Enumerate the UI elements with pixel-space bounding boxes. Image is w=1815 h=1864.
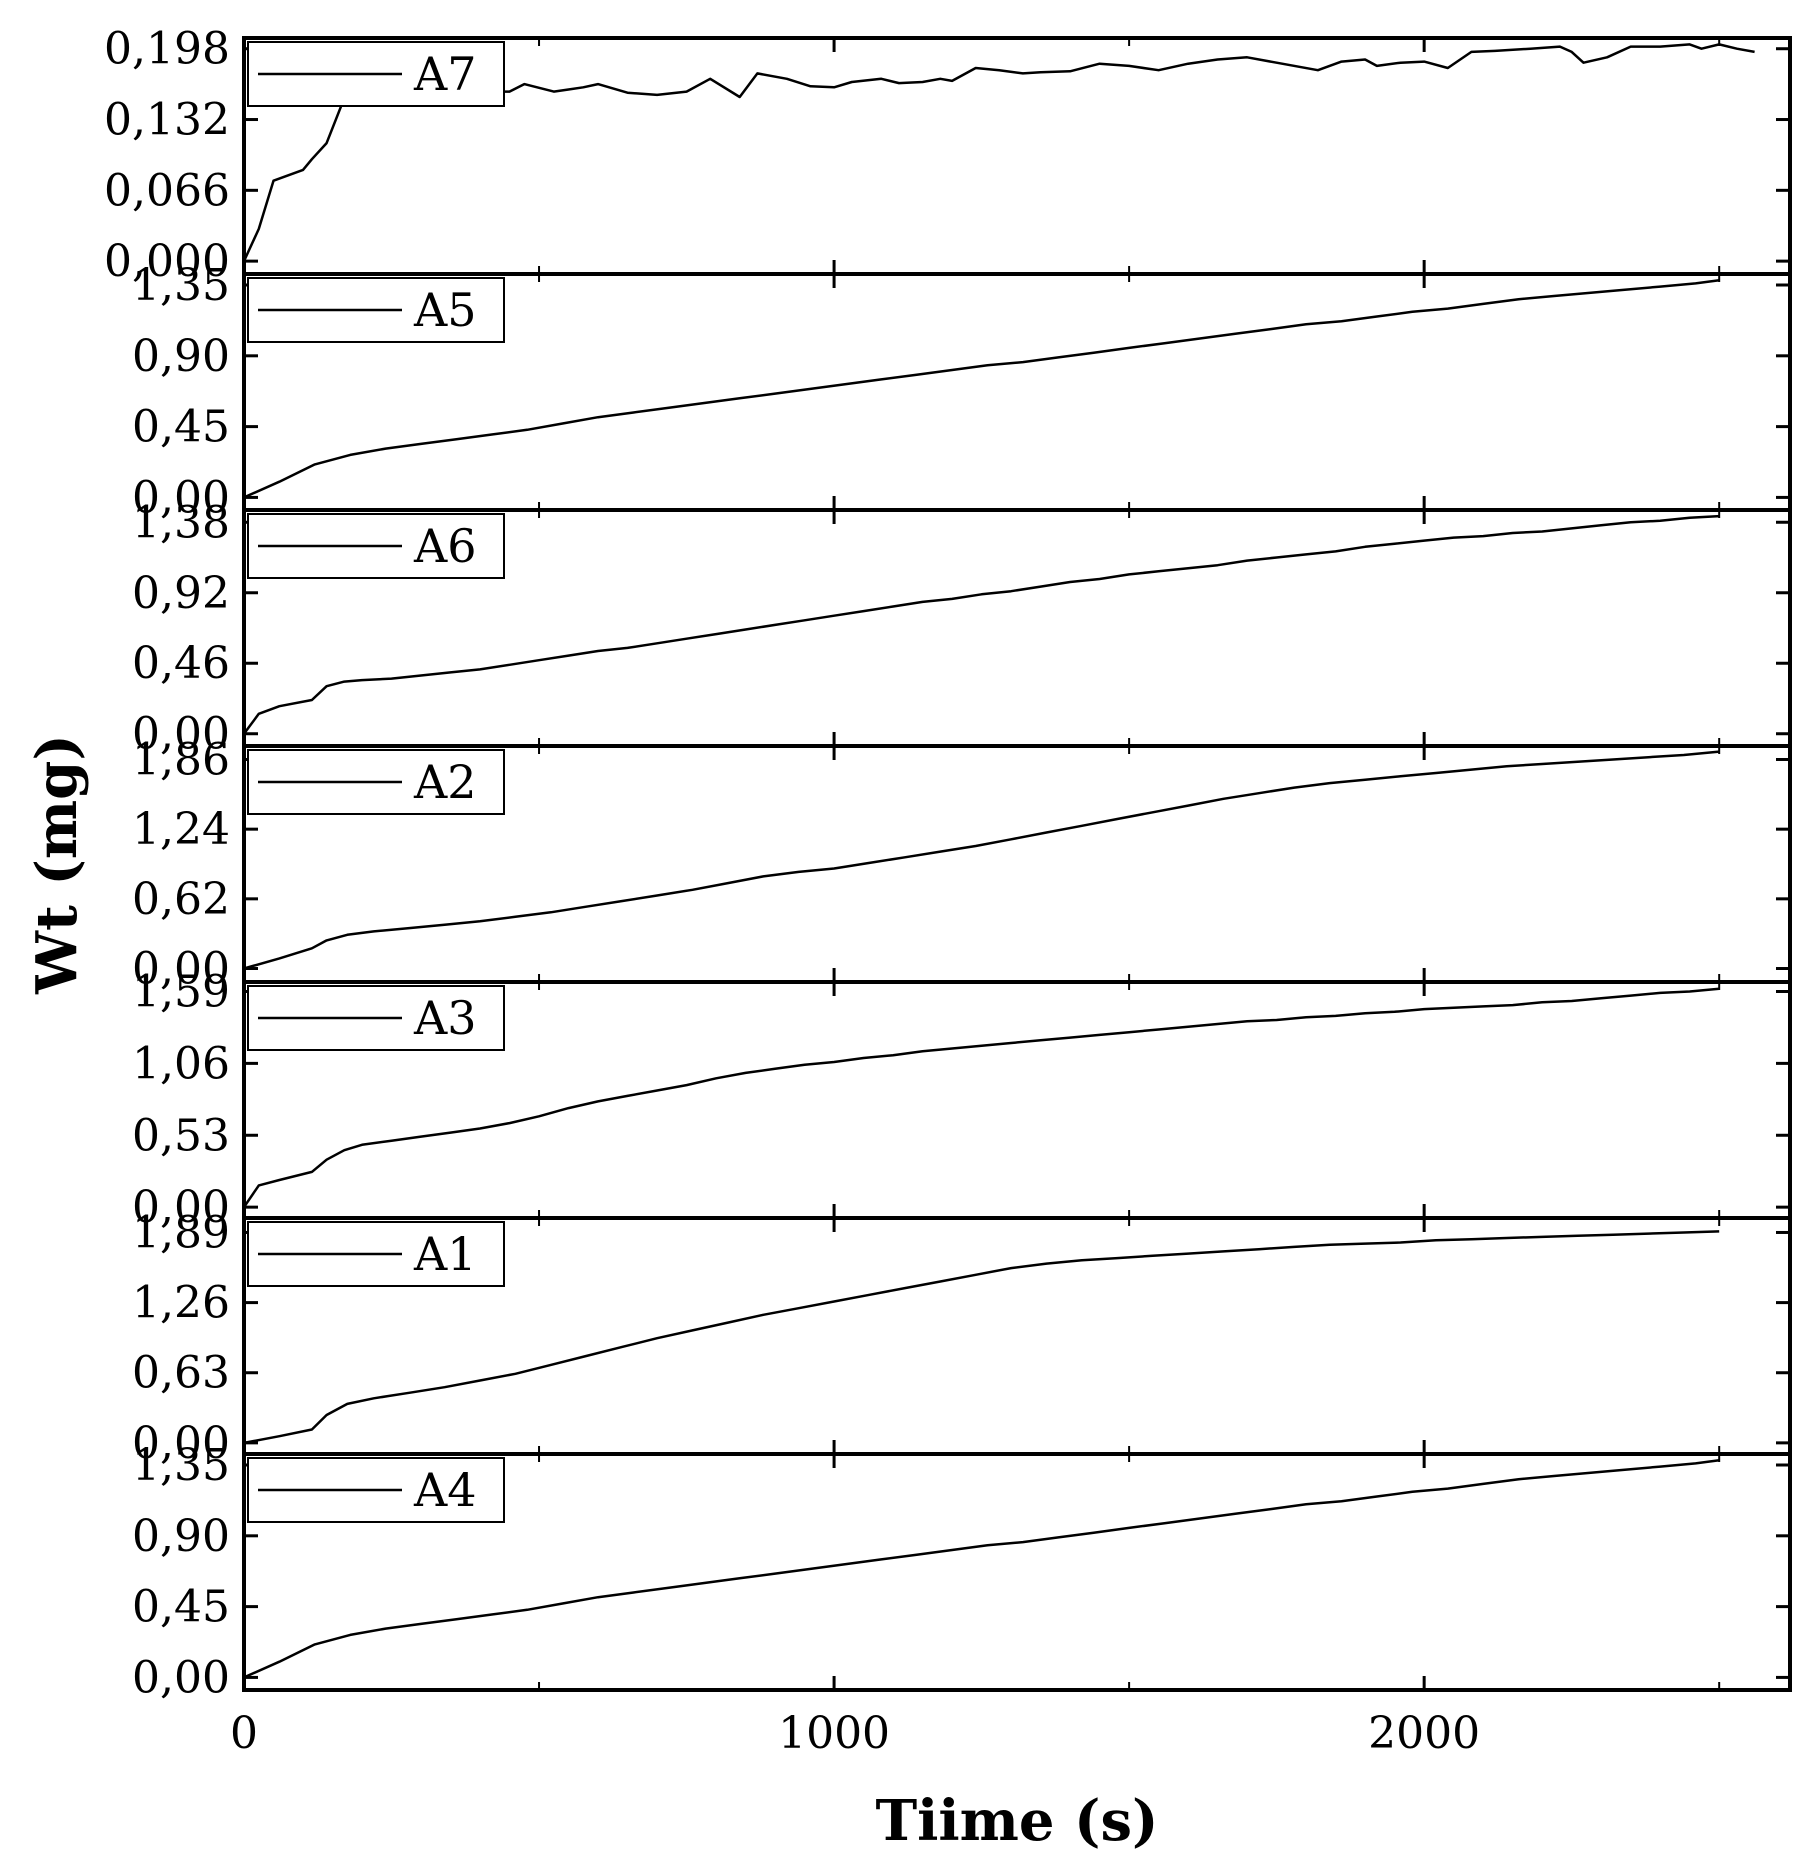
legend-a3: A3 bbox=[247, 985, 505, 1051]
y-tick-label: 1,89 bbox=[132, 1207, 230, 1258]
legend-label: A6 bbox=[413, 519, 477, 573]
x-tick-label: 2000 bbox=[1368, 1708, 1480, 1759]
y-tick-label: 1,38 bbox=[132, 497, 230, 548]
y-tick-label: 1,26 bbox=[132, 1278, 230, 1329]
legend-label: A7 bbox=[413, 47, 477, 101]
series-line-a5 bbox=[243, 279, 1720, 499]
y-tick-label: 0,00 bbox=[132, 1182, 230, 1233]
legend-a1: A1 bbox=[247, 1221, 505, 1287]
series-line-a6 bbox=[242, 514, 1720, 735]
y-tick-label: 1,59 bbox=[132, 966, 230, 1017]
x-tick-label: 1000 bbox=[778, 1708, 890, 1759]
y-tick-label: 1,35 bbox=[132, 1440, 230, 1491]
legend-a7: A7 bbox=[247, 41, 505, 107]
panel-a2: 0,00 0,62 1,24 1,86 A2 bbox=[132, 734, 1792, 995]
y-tick-label: 0,90 bbox=[132, 1511, 230, 1562]
panel-a7: 0,000 0,066 0,132 0,198 A7 bbox=[104, 24, 1792, 287]
y-tick-label: 0,00 bbox=[132, 1652, 230, 1703]
legend-a4: A4 bbox=[247, 1457, 505, 1523]
y-tick-label: 0,132 bbox=[104, 95, 230, 146]
y-tick-label: 0,000 bbox=[104, 236, 230, 287]
y-tick-label: 0,45 bbox=[132, 1582, 230, 1633]
panel-frame bbox=[242, 1452, 1792, 1692]
legend-label: A2 bbox=[413, 755, 477, 809]
chart-panels: 0,000 0,066 0,132 0,198 A7 0,00 0,45 0,90 1,35 A5… bbox=[104, 24, 1792, 1703]
y-tick-label: 0,90 bbox=[132, 331, 230, 382]
y-tick-label: 1,24 bbox=[132, 804, 230, 855]
legend-label: A5 bbox=[413, 283, 477, 337]
y-tick-label: 0,45 bbox=[132, 402, 230, 453]
legend-label: A4 bbox=[413, 1463, 477, 1517]
series-line-a3 bbox=[242, 987, 1720, 1208]
legend-label: A3 bbox=[413, 991, 477, 1045]
legend-a5: A5 bbox=[247, 277, 505, 343]
panel-a6: 0,00 0,46 0,92 1,38 A6 bbox=[132, 497, 1792, 760]
legend-a6: A6 bbox=[247, 513, 505, 579]
series-line-a2 bbox=[243, 750, 1720, 970]
y-tick-label: 1,06 bbox=[132, 1038, 230, 1089]
y-tick-label: 0,53 bbox=[132, 1110, 230, 1161]
x-axis: 0 1000 2000 bbox=[230, 1708, 1480, 1759]
y-tick-label: 0,92 bbox=[132, 568, 230, 619]
y-tick-label: 0,00 bbox=[132, 472, 230, 523]
y-tick-label: 0,066 bbox=[104, 165, 230, 216]
series-line-a4 bbox=[243, 1459, 1720, 1679]
y-tick-label: 0,62 bbox=[132, 874, 230, 925]
y-tick-label: 1,35 bbox=[132, 260, 230, 311]
legend-label: A1 bbox=[413, 1227, 477, 1281]
panel-a3: 0,00 0,53 1,06 1,59 A3 bbox=[132, 966, 1792, 1233]
y-tick-label: 1,86 bbox=[132, 734, 230, 785]
y-tick-label: 0,00 bbox=[132, 709, 230, 760]
y-axis-title: Wt (mg) bbox=[24, 734, 90, 995]
x-axis-title: Tiime (s) bbox=[875, 1788, 1158, 1854]
panel-a4: 0,00 0,45 0,90 1,35 A4 bbox=[132, 1440, 1792, 1703]
legend-a2: A2 bbox=[247, 749, 505, 815]
y-tick-label: 0,46 bbox=[132, 638, 230, 689]
y-tick-label: 0,00 bbox=[132, 944, 230, 995]
series-line-a1 bbox=[243, 1230, 1720, 1445]
panel-a1: 0,00 0,63 1,26 1,89 A1 bbox=[132, 1207, 1792, 1469]
x-tick-label: 0 bbox=[230, 1708, 258, 1759]
y-tick-label: 0,00 bbox=[132, 1418, 230, 1469]
y-tick-label: 0,63 bbox=[132, 1348, 230, 1399]
panel-a5: 0,00 0,45 0,90 1,35 A5 bbox=[132, 260, 1792, 523]
y-tick-label: 0,198 bbox=[104, 24, 230, 75]
